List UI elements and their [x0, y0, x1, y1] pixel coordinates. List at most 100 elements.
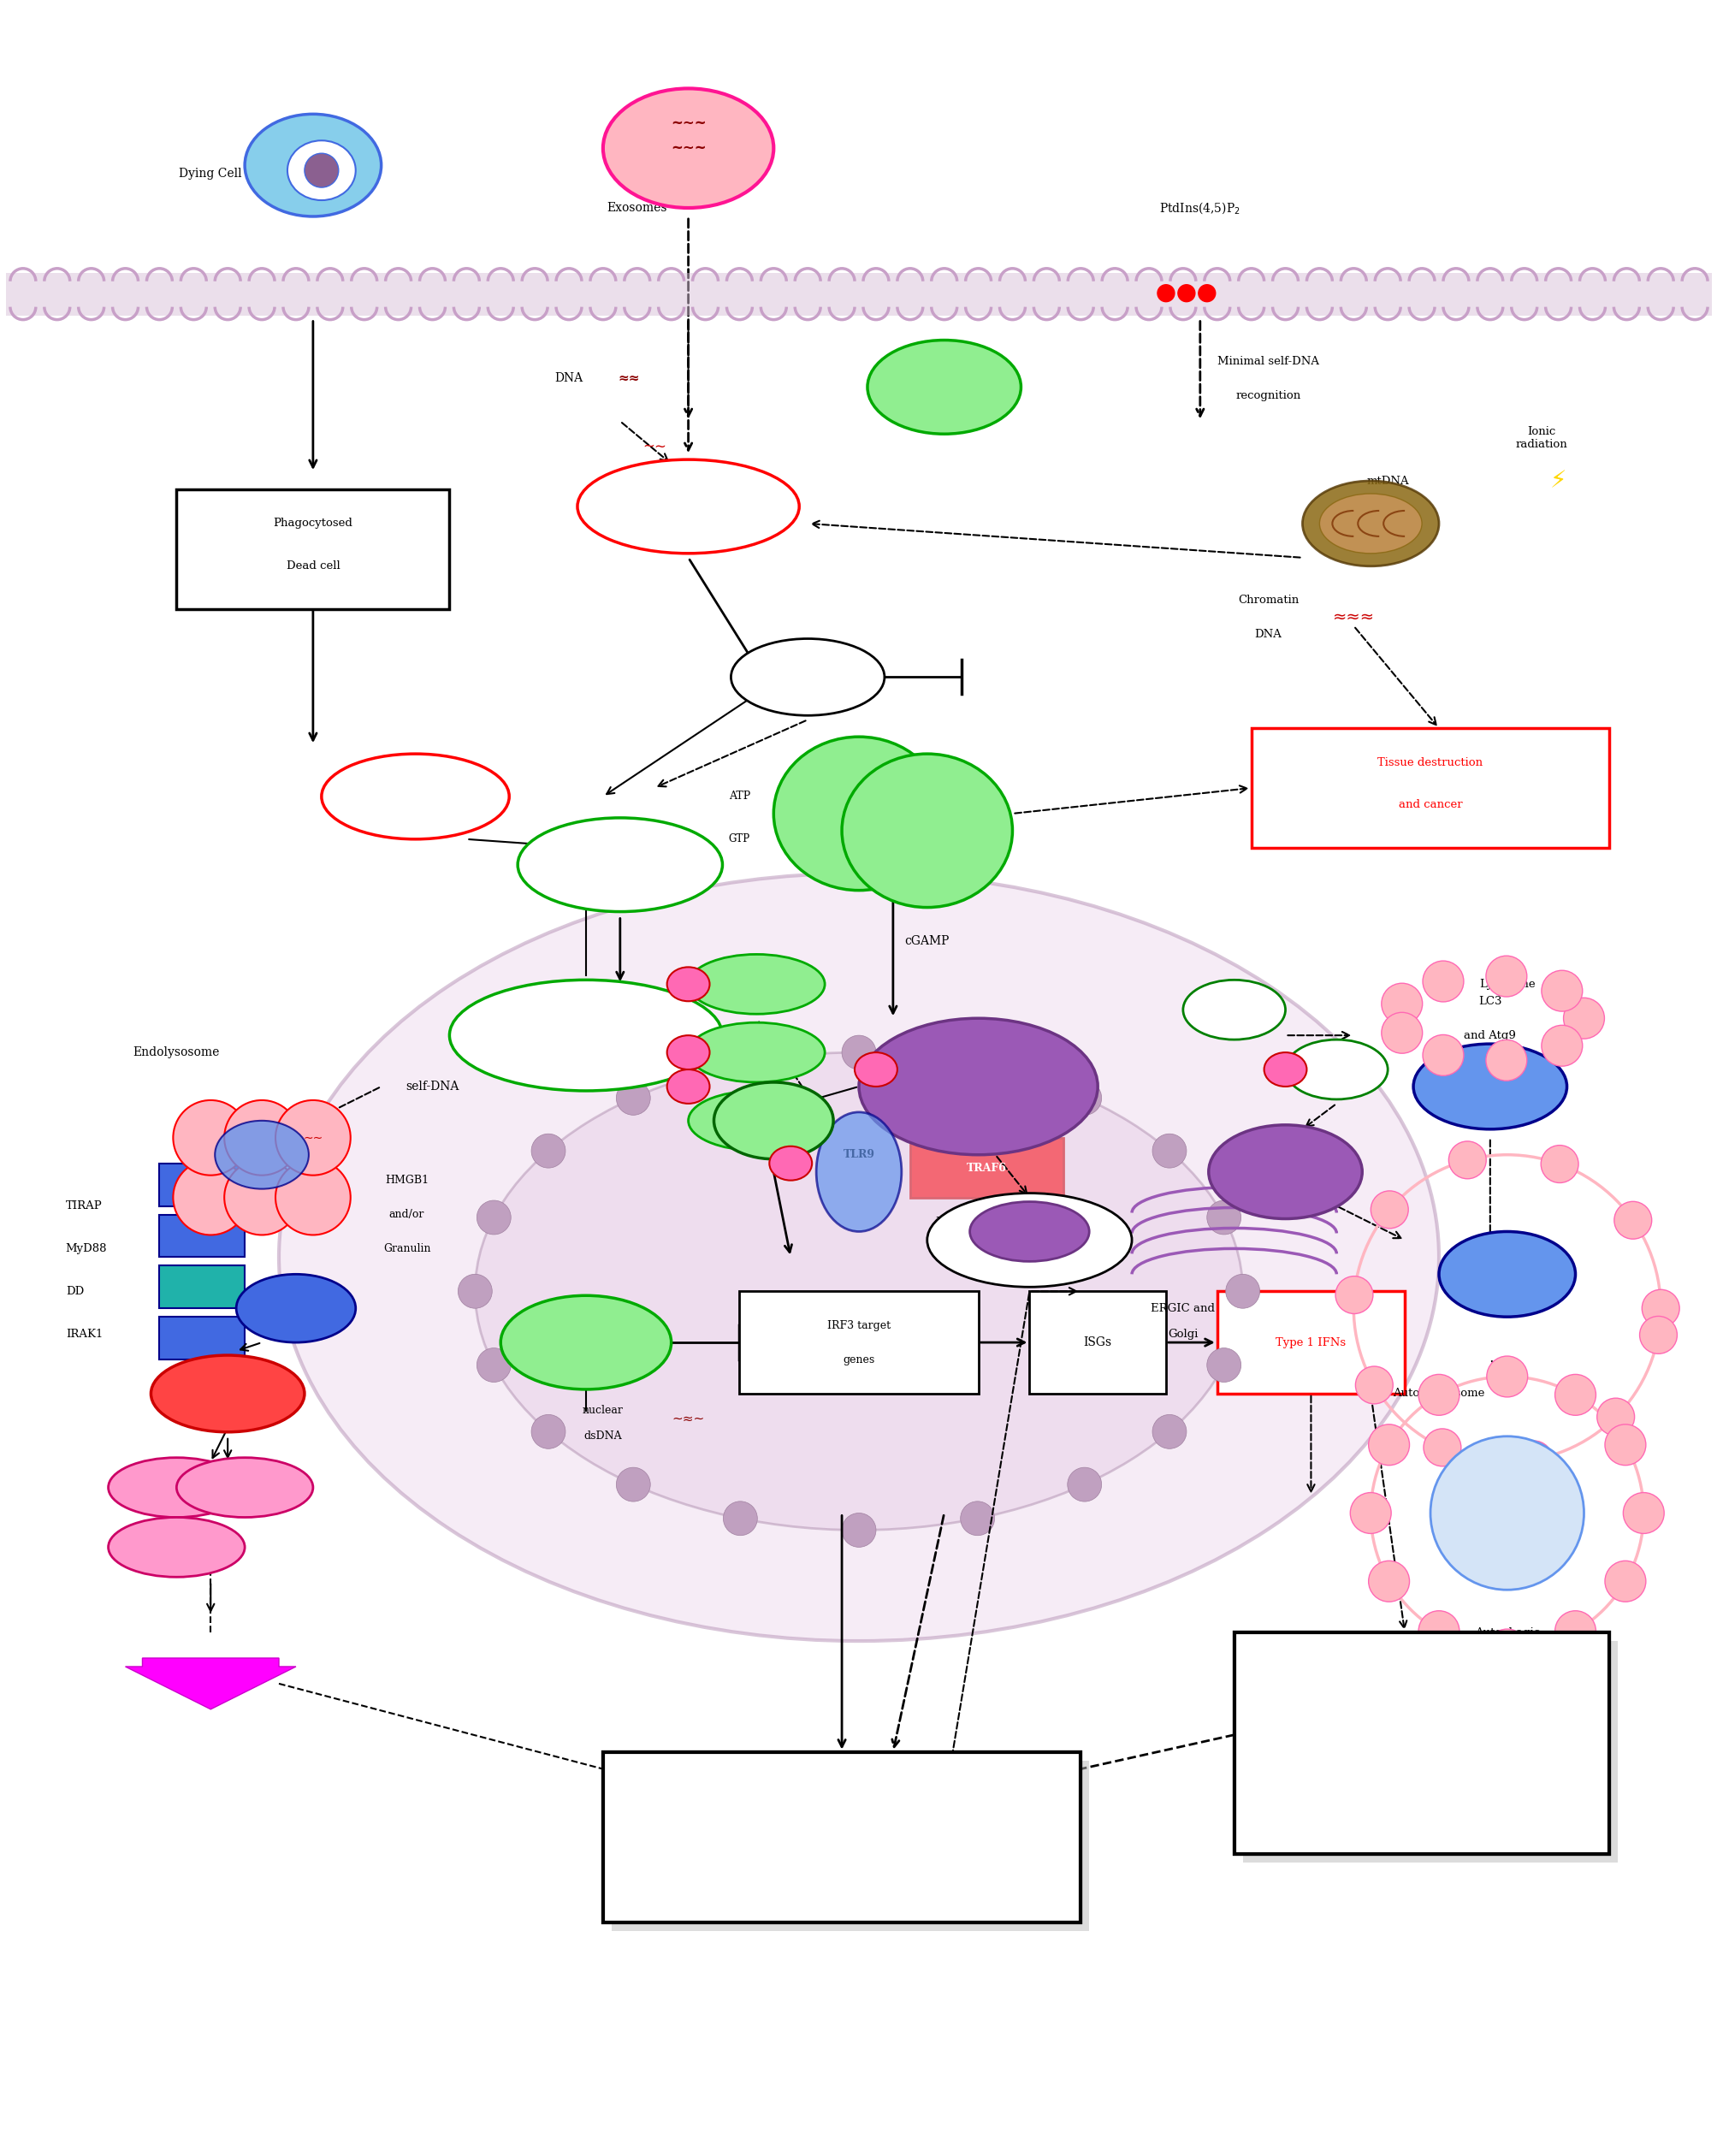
Ellipse shape [927, 1192, 1132, 1287]
Ellipse shape [215, 1121, 309, 1188]
Circle shape [1355, 1367, 1392, 1404]
Text: STING: STING [1485, 1268, 1528, 1281]
Text: STING: STING [1487, 1651, 1526, 1664]
Text: GTP: GTP [728, 834, 750, 845]
Ellipse shape [714, 1082, 833, 1160]
Ellipse shape [237, 1274, 355, 1343]
Circle shape [1380, 1013, 1422, 1054]
Text: dsDNA: dsDNA [567, 1056, 604, 1067]
Circle shape [1350, 1492, 1391, 1533]
Circle shape [1207, 1201, 1240, 1235]
Text: cytosolic DNA: cytosolic DNA [646, 500, 730, 513]
FancyBboxPatch shape [603, 1753, 1080, 1923]
Circle shape [1334, 1276, 1372, 1313]
FancyBboxPatch shape [1233, 1632, 1609, 1854]
Text: dsDNA: dsDNA [584, 1432, 622, 1442]
Circle shape [1152, 1134, 1186, 1169]
Text: HMGB1: HMGB1 [385, 1175, 429, 1186]
Circle shape [616, 1468, 651, 1501]
Circle shape [1226, 1274, 1259, 1309]
Text: Autophagy: Autophagy [585, 858, 654, 871]
Text: degradation: degradation [1471, 1677, 1542, 1688]
Ellipse shape [1319, 494, 1422, 554]
Text: ULK1: ULK1 [1319, 1063, 1353, 1076]
Ellipse shape [689, 1091, 824, 1151]
FancyBboxPatch shape [1250, 729, 1609, 847]
Circle shape [1540, 1026, 1581, 1067]
Text: NEMO: NEMO [187, 1669, 234, 1682]
Ellipse shape [867, 341, 1020, 433]
Circle shape [1485, 1630, 1526, 1671]
Circle shape [1597, 1397, 1633, 1436]
Text: TLR9: TLR9 [843, 1149, 874, 1160]
Circle shape [1368, 1561, 1408, 1602]
Circle shape [1485, 955, 1526, 996]
Ellipse shape [108, 1518, 244, 1576]
Text: P: P [685, 1082, 692, 1091]
Ellipse shape [1264, 1052, 1307, 1087]
Text: cGAMP: cGAMP [905, 936, 950, 946]
Text: Dying Cell: Dying Cell [179, 168, 242, 179]
Circle shape [616, 1080, 651, 1115]
Circle shape [841, 1035, 876, 1069]
Ellipse shape [1209, 1125, 1362, 1218]
Ellipse shape [666, 1035, 709, 1069]
FancyBboxPatch shape [1233, 1632, 1609, 1854]
Circle shape [723, 1048, 757, 1080]
Ellipse shape [773, 737, 944, 890]
Text: NIK: NIK [1016, 1227, 1042, 1238]
Circle shape [1554, 1611, 1595, 1651]
Circle shape [458, 1274, 491, 1309]
Text: ERGIC and: ERGIC and [1150, 1302, 1214, 1313]
Text: ∼∼: ∼∼ [302, 1132, 323, 1143]
Text: MyD88: MyD88 [65, 1244, 106, 1255]
Text: Granulin: Granulin [383, 1244, 431, 1255]
Text: Tissue destruction: Tissue destruction [1377, 757, 1482, 768]
Circle shape [1562, 998, 1604, 1039]
FancyBboxPatch shape [910, 1138, 1063, 1197]
Text: STING: STING [951, 1080, 1004, 1093]
Ellipse shape [666, 968, 709, 1000]
Circle shape [1066, 1468, 1101, 1501]
Circle shape [1423, 1429, 1461, 1466]
Text: TLR9: TLR9 [247, 1149, 276, 1160]
Text: cGAS: cGAS [924, 382, 963, 392]
FancyBboxPatch shape [177, 489, 450, 608]
Text: ADs &: ADs & [1396, 1677, 1446, 1690]
Text: other inflammatory: other inflammatory [1343, 1727, 1499, 1742]
Text: Ionic
radiation: Ionic radiation [1514, 427, 1566, 451]
Circle shape [1638, 1315, 1676, 1354]
FancyBboxPatch shape [160, 1317, 244, 1360]
Text: ISGs: ISGs [1083, 1337, 1111, 1348]
Bar [5, 272, 1712, 315]
Circle shape [173, 1100, 247, 1175]
Text: Cytokines and chemokines: Cytokines and chemokines [726, 1863, 956, 1880]
Text: P: P [1281, 1065, 1288, 1074]
Bar [611, 1761, 1089, 1932]
Text: ≈≈: ≈≈ [618, 373, 639, 386]
Circle shape [531, 1414, 565, 1449]
Text: PtdIns(4,5)P$_2$: PtdIns(4,5)P$_2$ [1159, 201, 1240, 216]
Text: Type 1 IFNs: Type 1 IFNs [1276, 1337, 1346, 1348]
FancyBboxPatch shape [603, 1753, 1080, 1923]
Text: IRAK1: IRAK1 [65, 1328, 103, 1339]
Circle shape [723, 1501, 757, 1535]
Text: DNA: DNA [1253, 630, 1281, 640]
Ellipse shape [287, 140, 355, 201]
Circle shape [1540, 1145, 1578, 1184]
Text: LC3: LC3 [1478, 996, 1501, 1007]
Text: IRF3: IRF3 [742, 979, 771, 990]
Text: ≈≈≈: ≈≈≈ [1332, 610, 1374, 625]
Text: TBK1: TBK1 [755, 1106, 792, 1117]
Circle shape [960, 1501, 994, 1535]
Circle shape [1198, 285, 1216, 302]
Text: P: P [685, 1048, 692, 1056]
Text: genes: genes [843, 1354, 874, 1365]
Circle shape [1157, 285, 1174, 302]
Text: disease: disease [1392, 1779, 1451, 1794]
Text: Chromatin: Chromatin [1238, 595, 1298, 606]
Circle shape [1207, 1348, 1240, 1382]
Circle shape [1641, 1289, 1679, 1328]
Text: ~∼: ~∼ [642, 440, 666, 455]
Circle shape [275, 1100, 350, 1175]
